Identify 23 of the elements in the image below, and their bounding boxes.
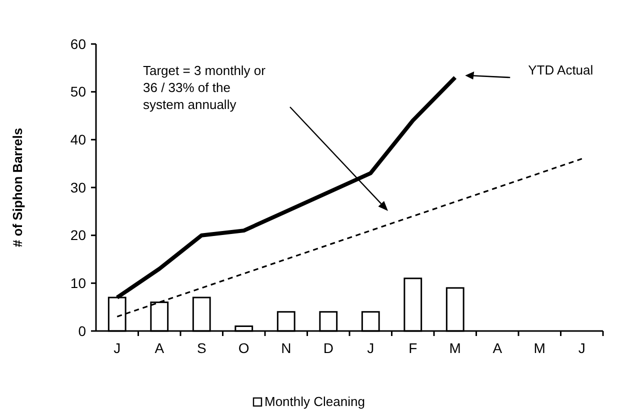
annotation: Target = 3 monthly or 36 / 33% of the system annually xyxy=(143,63,266,112)
x-tick-label: D xyxy=(323,340,334,356)
x-tick-label: J xyxy=(578,340,586,356)
y-tick-label: 40 xyxy=(70,132,86,148)
y-axis-title: # of Siphon Barrels xyxy=(10,128,25,248)
y-tick-label: 10 xyxy=(70,275,86,292)
x-tick-label: M xyxy=(449,340,461,356)
x-tick-label: J xyxy=(367,340,374,356)
legend-label: Monthly Cleaning xyxy=(264,394,365,409)
y-tick-label: 0 xyxy=(78,322,86,339)
y-tick-label: 60 xyxy=(70,36,86,52)
x-tick-label: M xyxy=(534,340,546,356)
x-tick-label: A xyxy=(492,340,503,356)
x-tick-label: O xyxy=(238,340,250,356)
y-tick-label: 50 xyxy=(70,84,86,100)
legend-label: YTD Actual xyxy=(528,62,594,78)
x-tick-label: A xyxy=(154,340,165,356)
x-tick-label: S xyxy=(196,340,206,356)
x-tick-label: F xyxy=(408,340,418,356)
x-tick-label: N xyxy=(281,340,292,356)
y-tick-label: 30 xyxy=(70,179,86,196)
y-tick-label: 20 xyxy=(70,227,86,244)
x-tick-label: J xyxy=(114,340,121,356)
